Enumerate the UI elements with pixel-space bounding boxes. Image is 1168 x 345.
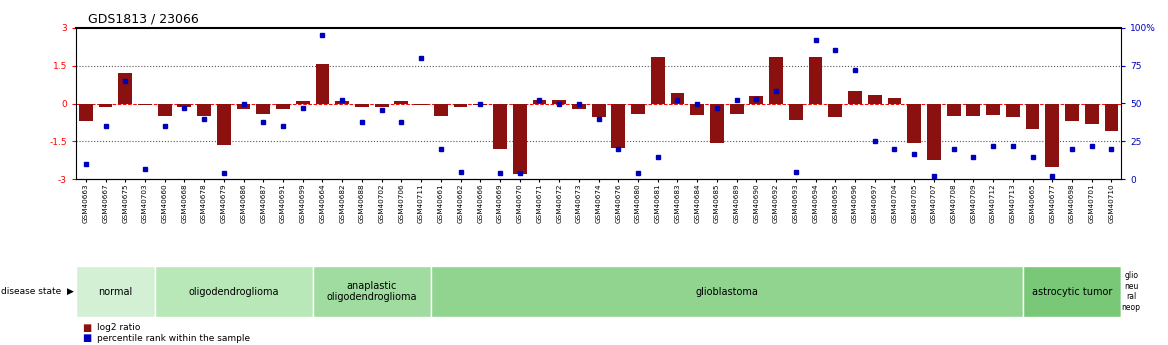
Bar bbox=[828, 104, 842, 117]
Bar bbox=[651, 58, 665, 104]
Bar bbox=[118, 73, 132, 104]
Bar bbox=[493, 104, 507, 149]
Bar bbox=[1105, 104, 1118, 131]
Bar bbox=[730, 104, 744, 114]
Bar bbox=[572, 104, 586, 109]
Text: glioblastoma: glioblastoma bbox=[695, 287, 758, 296]
Bar bbox=[868, 95, 882, 103]
Bar bbox=[770, 58, 783, 104]
Bar bbox=[453, 104, 467, 107]
Bar bbox=[966, 104, 980, 116]
Bar bbox=[808, 58, 822, 104]
Text: oligodendroglioma: oligodendroglioma bbox=[188, 287, 279, 296]
Bar bbox=[986, 104, 1000, 115]
Bar bbox=[552, 100, 566, 104]
Text: anaplastic
oligodendroglioma: anaplastic oligodendroglioma bbox=[327, 281, 417, 302]
Bar bbox=[178, 104, 192, 107]
Bar bbox=[296, 101, 310, 104]
Bar bbox=[611, 104, 625, 148]
Bar bbox=[908, 104, 922, 143]
Bar bbox=[947, 104, 960, 116]
Bar bbox=[315, 64, 329, 104]
Bar bbox=[257, 104, 270, 114]
Text: log2 ratio: log2 ratio bbox=[97, 323, 140, 332]
Text: normal: normal bbox=[98, 287, 132, 296]
Bar bbox=[138, 104, 152, 105]
Text: ■: ■ bbox=[82, 323, 91, 333]
Bar bbox=[76, 266, 155, 317]
Text: percentile rank within the sample: percentile rank within the sample bbox=[97, 334, 250, 343]
Bar bbox=[415, 104, 427, 105]
Bar bbox=[313, 266, 431, 317]
Bar bbox=[395, 101, 409, 104]
Bar bbox=[276, 104, 290, 109]
Bar bbox=[335, 101, 349, 104]
Bar bbox=[473, 104, 487, 105]
Bar bbox=[592, 104, 605, 117]
Bar bbox=[788, 104, 802, 120]
Bar bbox=[888, 98, 902, 104]
Bar bbox=[1006, 104, 1020, 117]
Bar bbox=[631, 104, 645, 114]
Bar bbox=[79, 104, 92, 121]
Text: GDS1813 / 23066: GDS1813 / 23066 bbox=[88, 13, 199, 26]
Text: astrocytic tumor: astrocytic tumor bbox=[1031, 287, 1112, 296]
Bar bbox=[690, 104, 704, 115]
Bar bbox=[433, 104, 447, 116]
Bar bbox=[158, 104, 172, 116]
Bar bbox=[513, 104, 527, 174]
Bar bbox=[927, 104, 940, 160]
Bar bbox=[1121, 266, 1141, 317]
Bar bbox=[197, 104, 211, 116]
Bar bbox=[375, 104, 389, 107]
Bar bbox=[670, 93, 684, 104]
Text: ■: ■ bbox=[82, 333, 91, 343]
Bar bbox=[533, 100, 547, 104]
Text: disease state  ▶: disease state ▶ bbox=[1, 287, 74, 296]
Bar bbox=[431, 266, 1023, 317]
Bar bbox=[750, 96, 764, 104]
Bar bbox=[710, 104, 724, 143]
Bar bbox=[217, 104, 231, 145]
Bar bbox=[155, 266, 313, 317]
Bar bbox=[1085, 104, 1099, 124]
Bar bbox=[1045, 104, 1059, 167]
Bar bbox=[848, 91, 862, 103]
Text: glio
neu
ral
neop: glio neu ral neop bbox=[1121, 272, 1141, 312]
Bar bbox=[1065, 104, 1079, 121]
Bar bbox=[355, 104, 369, 107]
Bar bbox=[1023, 266, 1121, 317]
Bar bbox=[98, 104, 112, 107]
Bar bbox=[237, 104, 250, 109]
Bar bbox=[1026, 104, 1040, 129]
